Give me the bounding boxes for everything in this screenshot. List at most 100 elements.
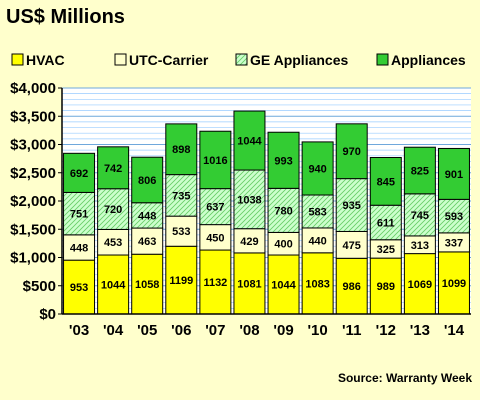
source-note: Source: Warranty Week bbox=[338, 371, 472, 385]
bar-segment-appliances bbox=[437, 147, 470, 200]
data-label-hvac: 953 bbox=[70, 282, 88, 294]
x-tick-label: '07 bbox=[205, 322, 225, 339]
bar-segment-hvac bbox=[63, 259, 96, 315]
data-label-ge-appliances: 935 bbox=[343, 200, 361, 212]
data-label-ge-appliances: 751 bbox=[70, 209, 88, 221]
x-tick-label: '03 bbox=[69, 322, 89, 339]
data-label-ge-appliances: 448 bbox=[138, 210, 156, 222]
y-tick-label: $2,500 bbox=[10, 165, 56, 182]
bar-segment-hvac bbox=[131, 253, 164, 315]
bar-segment-hvac bbox=[267, 254, 300, 315]
bar-segment-ge-appliances bbox=[369, 204, 402, 241]
x-tick-label: '14 bbox=[444, 322, 465, 339]
y-tick-label: $1,000 bbox=[10, 250, 56, 267]
y-tick-label: $2,000 bbox=[10, 193, 56, 210]
data-label-hvac: 989 bbox=[377, 281, 395, 293]
bar-segment-utc-carrier bbox=[131, 227, 164, 255]
data-label-hvac: 1081 bbox=[237, 278, 261, 290]
bars bbox=[63, 110, 470, 315]
bar-segment-hvac bbox=[403, 253, 436, 315]
data-label-appliances: 825 bbox=[411, 166, 429, 178]
bar-segment-appliances bbox=[97, 146, 130, 190]
y-tick-label: $500 bbox=[23, 278, 56, 295]
legend-label-appliances: Appliances bbox=[391, 52, 466, 68]
data-label-ge-appliances: 637 bbox=[206, 202, 224, 214]
bar-segment-appliances bbox=[267, 131, 300, 189]
data-label-appliances: 898 bbox=[172, 144, 190, 156]
data-label-hvac: 1099 bbox=[442, 278, 466, 290]
data-label-appliances: 1044 bbox=[237, 136, 262, 148]
x-axis: '03 '04 '05 '06 '07 '08 '09 '10 '11 '12 '13 '14 bbox=[62, 313, 471, 339]
bar-segment-appliances bbox=[131, 156, 164, 204]
bar-segment-appliances bbox=[369, 156, 402, 206]
bar-segment-ge-appliances bbox=[233, 169, 266, 230]
data-label-appliances: 901 bbox=[445, 169, 463, 181]
x-tick-label: '12 bbox=[376, 322, 396, 339]
y-tick-label: $4,000 bbox=[10, 80, 56, 97]
y-tick-label: $1,500 bbox=[10, 221, 56, 238]
bar-segment-hvac bbox=[233, 252, 266, 315]
data-label-appliances: 692 bbox=[70, 168, 88, 180]
bar-segment-appliances bbox=[335, 123, 368, 180]
x-tick-label: '08 bbox=[239, 322, 259, 339]
x-tick-label: '04 bbox=[103, 322, 124, 339]
bar-segment-ge-appliances bbox=[199, 188, 232, 226]
data-label-ge-appliances: 583 bbox=[308, 206, 326, 218]
data-label-appliances: 742 bbox=[104, 163, 122, 175]
x-tick-label: '05 bbox=[137, 322, 157, 339]
data-label-appliances: 993 bbox=[274, 155, 292, 167]
bar-segment-ge-appliances bbox=[131, 202, 164, 229]
data-label-ge-appliances: 735 bbox=[172, 190, 190, 202]
legend-swatch-appliances bbox=[376, 53, 389, 66]
data-label-hvac: 1044 bbox=[101, 280, 126, 292]
data-label-utc-carrier: 440 bbox=[308, 235, 326, 247]
bar-segment-appliances bbox=[233, 110, 266, 171]
bar-segment-ge-appliances bbox=[97, 188, 130, 230]
data-label-hvac: 1083 bbox=[305, 278, 329, 290]
data-label-ge-appliances: 1038 bbox=[237, 194, 261, 206]
legend-swatch-ge-appliances bbox=[235, 53, 248, 66]
data-label-appliances: 806 bbox=[138, 175, 156, 187]
y-tick-label: $0 bbox=[39, 306, 56, 323]
bar-segment-appliances bbox=[301, 141, 334, 196]
data-label-appliances: 970 bbox=[343, 146, 361, 158]
x-tick-label: '10 bbox=[307, 322, 327, 339]
data-label-ge-appliances: 780 bbox=[274, 205, 292, 217]
y-axis: $0 $500 $1,000 $1,500 $2,000 $2,500 $3,000 $3,5… bbox=[10, 80, 63, 323]
bar-segment-utc-carrier bbox=[199, 224, 232, 251]
data-label-utc-carrier: 475 bbox=[343, 240, 361, 252]
data-label-appliances: 845 bbox=[377, 176, 395, 188]
data-label-hvac: 1044 bbox=[271, 280, 296, 292]
data-label-utc-carrier: 448 bbox=[70, 242, 88, 254]
data-label-ge-appliances: 720 bbox=[104, 204, 122, 216]
data-labels: 953 448 751 692 1044 453 720 742 1058 463 448 806 11… bbox=[70, 136, 466, 295]
bar-segment-utc-carrier bbox=[301, 227, 334, 254]
bar-segment-hvac bbox=[97, 254, 130, 315]
bar-segment-utc-carrier bbox=[233, 228, 266, 254]
data-label-ge-appliances: 611 bbox=[377, 217, 395, 229]
bar-segment-ge-appliances bbox=[437, 198, 470, 234]
data-label-appliances: 940 bbox=[308, 163, 326, 175]
bar-segment-appliances bbox=[63, 152, 96, 193]
bar-segment-hvac bbox=[165, 245, 198, 315]
bar-segment-utc-carrier bbox=[335, 230, 368, 259]
bar-segment-ge-appliances bbox=[63, 191, 96, 236]
data-label-utc-carrier: 325 bbox=[377, 244, 395, 256]
data-label-hvac: 1199 bbox=[169, 275, 193, 287]
bar-segment-ge-appliances bbox=[267, 187, 300, 233]
data-label-utc-carrier: 463 bbox=[138, 236, 156, 248]
data-label-hvac: 1058 bbox=[135, 279, 159, 291]
legend-label-ge-appliances: GE Appliances bbox=[250, 52, 349, 68]
data-label-appliances: 1016 bbox=[203, 155, 227, 167]
data-label-utc-carrier: 533 bbox=[172, 226, 190, 238]
data-label-ge-appliances: 593 bbox=[445, 211, 463, 223]
bar-segment-appliances bbox=[403, 146, 436, 195]
x-tick-label: '06 bbox=[171, 322, 191, 339]
bar-segment-ge-appliances bbox=[335, 178, 368, 232]
bar-segment-utc-carrier bbox=[97, 228, 130, 256]
data-label-hvac: 986 bbox=[343, 281, 361, 293]
bar-segment-hvac bbox=[437, 251, 470, 315]
legend-swatch-utc-carrier bbox=[114, 53, 127, 66]
data-label-utc-carrier: 313 bbox=[411, 240, 429, 252]
